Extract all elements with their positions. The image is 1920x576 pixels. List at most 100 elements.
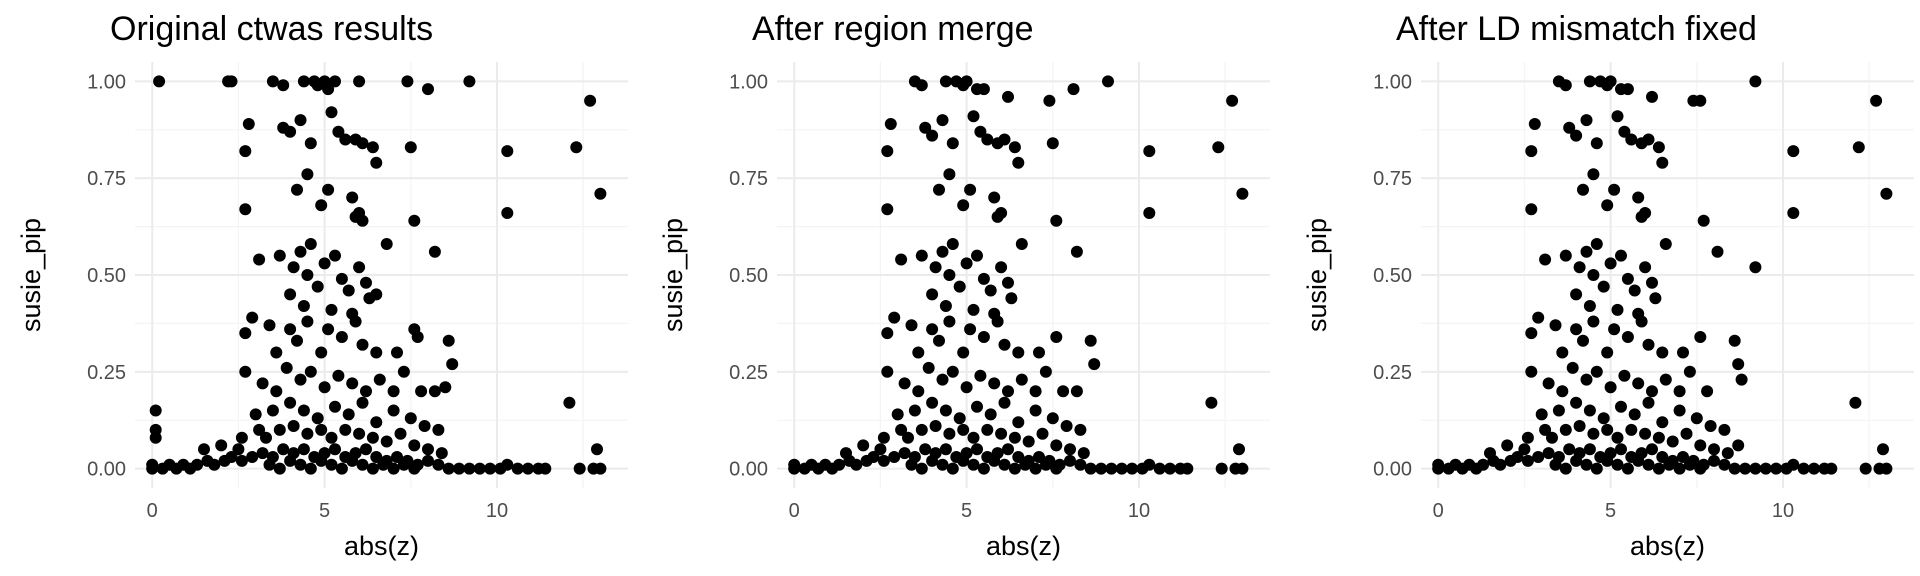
data-point [266,75,279,88]
data-point [1666,435,1679,448]
data-point [1683,365,1696,378]
data-point [1646,385,1658,398]
data-point [246,451,259,463]
data-point [1652,462,1665,475]
data-point [1639,261,1652,274]
data-point [1697,214,1710,227]
data-point [1573,420,1586,432]
data-point [1095,462,1108,475]
data-point [926,396,939,409]
data-point [1077,447,1090,460]
data-point [1511,451,1524,463]
data-point [1590,238,1603,250]
data-point [1639,207,1652,219]
data-point [988,377,1001,390]
data-point [301,315,314,328]
data-point [346,191,359,204]
data-point [850,458,863,471]
data-point [1621,462,1634,475]
data-point [415,385,428,398]
data-point [311,280,324,293]
data-point [936,458,949,471]
data-point [1064,454,1076,467]
data-point [463,75,476,88]
data-point [1070,245,1083,258]
data-point [377,458,390,471]
data-point [1656,451,1669,463]
data-point [1008,462,1021,475]
data-point [353,427,366,440]
data-point [1852,141,1865,154]
data-point [380,435,393,448]
data-point [1677,451,1689,463]
data-point [294,245,307,258]
data-point [926,288,939,301]
data-point [484,462,497,475]
data-point [294,373,307,386]
data-point [1601,454,1614,467]
x-tick-label: 10 [486,500,508,522]
data-point [1632,454,1645,467]
data-point [1088,358,1101,371]
data-point [1587,269,1600,281]
data-point [370,451,383,463]
data-point [435,447,448,460]
data-point [1143,458,1156,471]
y-tick-label: 0.75 [1373,168,1412,190]
data-point [304,365,317,378]
data-point [1525,203,1538,216]
y-tick-label: 0.00 [87,459,126,481]
data-point [332,369,345,382]
data-point [1577,334,1589,347]
data-point [1559,249,1572,262]
data-point [881,365,894,378]
data-point [995,261,1008,274]
data-point [977,331,990,343]
data-point [939,404,952,417]
data-point [235,431,248,444]
data-point [304,137,317,150]
data-point [346,454,359,467]
data-point [1070,385,1083,398]
data-point [943,427,956,440]
data-point [926,129,939,142]
data-point [1759,462,1772,475]
data-point [1521,431,1534,444]
data-point [1732,439,1745,452]
data-point [263,319,276,332]
data-point [563,396,576,409]
data-point [1539,423,1552,436]
data-point [857,439,870,452]
data-point [439,381,452,394]
data-point [957,423,970,436]
data-point [1611,431,1624,444]
data-point [922,361,935,374]
data-point [370,288,383,301]
data-point [342,284,355,297]
data-point [1880,462,1893,475]
data-point [981,133,994,146]
data-point [349,315,362,328]
data-point [915,462,928,475]
data-point [1694,439,1707,452]
data-point [1143,207,1156,219]
data-point [957,346,970,359]
data-point [1008,141,1021,154]
data-point [322,323,335,336]
data-point [1236,187,1249,200]
data-point [1728,462,1741,475]
data-point [215,439,228,452]
data-point [1549,458,1562,471]
data-point [919,443,932,456]
data-point [1787,458,1800,471]
data-point [1084,462,1097,475]
data-point [1635,315,1648,328]
data-point [1615,443,1627,456]
data-point [146,458,159,471]
data-point [946,238,959,250]
data-point [946,137,959,150]
data-point [995,427,1008,440]
data-point [1050,331,1063,343]
data-point [191,458,204,471]
data-point [939,300,952,312]
